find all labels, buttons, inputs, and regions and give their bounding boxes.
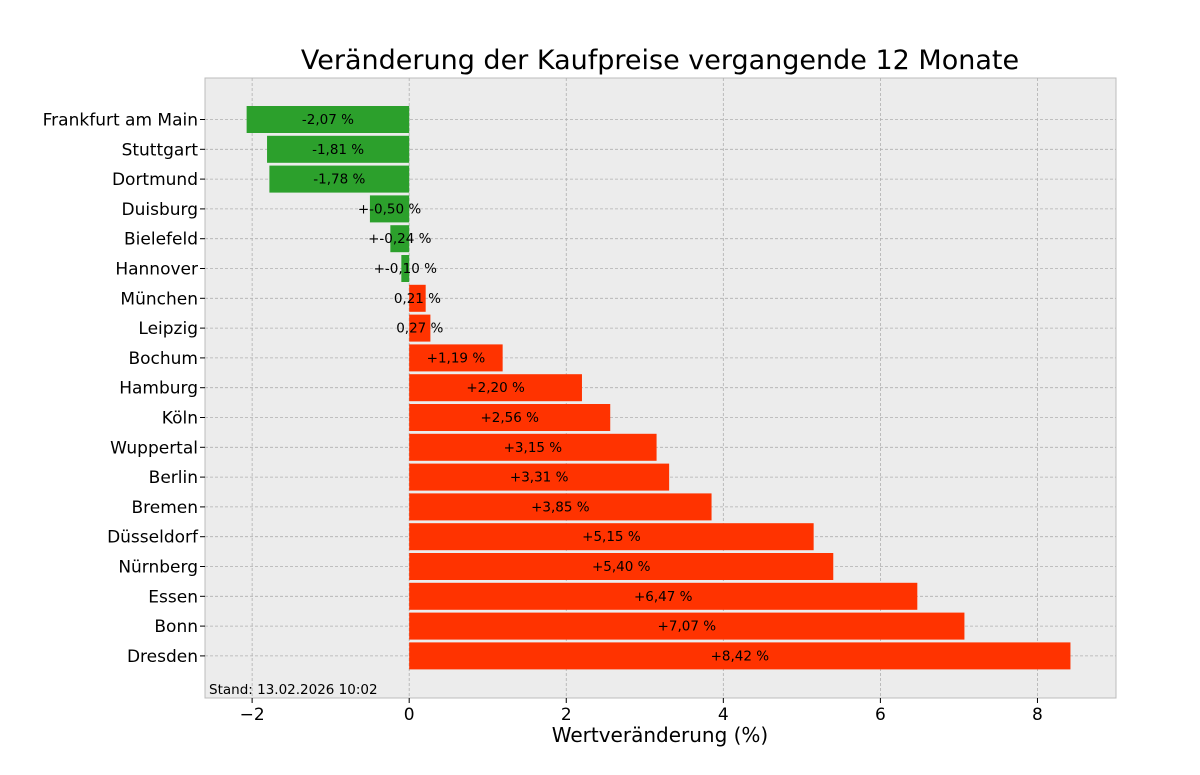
bars (246, 106, 1071, 670)
x-axis: −2 0 2 4 6 8 (240, 698, 1043, 725)
bar-value-label: -2,07 % (302, 112, 354, 128)
y-tick-label: Frankfurt am Main (43, 111, 198, 131)
bar (409, 582, 918, 610)
bar-value-label: +-0,24 % (368, 231, 432, 247)
bar-value-label: +5,15 % (582, 529, 641, 545)
bar-value-label: +3,85 % (531, 499, 590, 515)
bar-value-label: -1,78 % (313, 172, 365, 188)
x-tick-label: 8 (1032, 705, 1043, 725)
y-tick-label: Dortmund (112, 170, 198, 190)
bar (246, 106, 410, 133)
y-tick-label: Nürnberg (118, 558, 198, 578)
bar-value-label: 0,27 % (396, 321, 443, 337)
y-tick-label: Essen (148, 587, 198, 607)
y-tick-label: Bielefeld (124, 230, 198, 250)
bar (409, 433, 657, 461)
y-tick-label: Stuttgart (122, 140, 199, 160)
bar-value-label: +8,42 % (711, 648, 770, 664)
x-tick-label: 0 (404, 705, 415, 725)
bar (269, 165, 410, 193)
x-tick-label: 2 (561, 705, 572, 725)
bar-value-label: +3,31 % (510, 470, 569, 486)
y-tick-label: Düsseldorf (107, 528, 199, 548)
bar-value-label: +2,56 % (480, 410, 539, 426)
bar-value-label: +2,20 % (466, 380, 525, 396)
y-tick-label: Berlin (149, 468, 198, 488)
bar-value-label: 0,21 % (394, 291, 441, 307)
bar-value-label: +5,40 % (592, 559, 651, 575)
y-axis: Frankfurt am Main Stuttgart Dortmund Duisbu… (43, 111, 205, 667)
bar (409, 374, 582, 402)
y-tick-label: Köln (162, 409, 198, 429)
bar-value-label: +7,07 % (658, 619, 717, 635)
chart-title: Veränderung der Kaufpreise vergangende 1… (301, 45, 1019, 76)
y-tick-label: München (120, 289, 198, 309)
bar-labels: -2,07 % -1,81 % -1,78 % +-0,50 % +-0,24 % +-0… (302, 112, 769, 664)
bar-value-label: +-0,10 % (374, 261, 438, 277)
bar (369, 195, 410, 223)
y-tick-label: Hamburg (119, 379, 198, 399)
y-tick-label: Bochum (128, 349, 198, 369)
y-tick-label: Hannover (115, 260, 198, 280)
x-axis-label: Wertveränderung (%) (552, 723, 769, 747)
bar-value-label: +1,19 % (427, 350, 486, 366)
bar-value-label: +-0,50 % (358, 201, 422, 217)
bar (409, 463, 670, 491)
y-tick-label: Wuppertal (110, 438, 198, 458)
y-tick-label: Bremen (131, 498, 198, 518)
timestamp-annotation: Stand: 13.02.2026 10:02 (209, 682, 378, 698)
x-tick-label: 4 (718, 705, 729, 725)
y-tick-label: Duisburg (122, 200, 199, 220)
y-tick-label: Dresden (127, 647, 198, 667)
bar (409, 553, 834, 580)
bar (409, 493, 712, 521)
bar-value-label: +6,47 % (634, 589, 693, 605)
bar-value-label: -1,81 % (312, 142, 364, 158)
bar (409, 642, 1071, 670)
bar (409, 612, 965, 640)
bar-value-label: +3,15 % (504, 440, 563, 456)
bar (401, 255, 410, 282)
bar (267, 135, 410, 163)
bar (409, 523, 814, 551)
bar (409, 284, 426, 312)
bar (390, 225, 410, 253)
y-tick-label: Leipzig (138, 319, 198, 339)
bar (409, 404, 611, 431)
bar (409, 314, 431, 342)
x-tick-label: 6 (875, 705, 886, 725)
y-tick-label: Bonn (154, 617, 198, 637)
x-tick-label: −2 (240, 705, 265, 725)
bar (409, 344, 503, 372)
